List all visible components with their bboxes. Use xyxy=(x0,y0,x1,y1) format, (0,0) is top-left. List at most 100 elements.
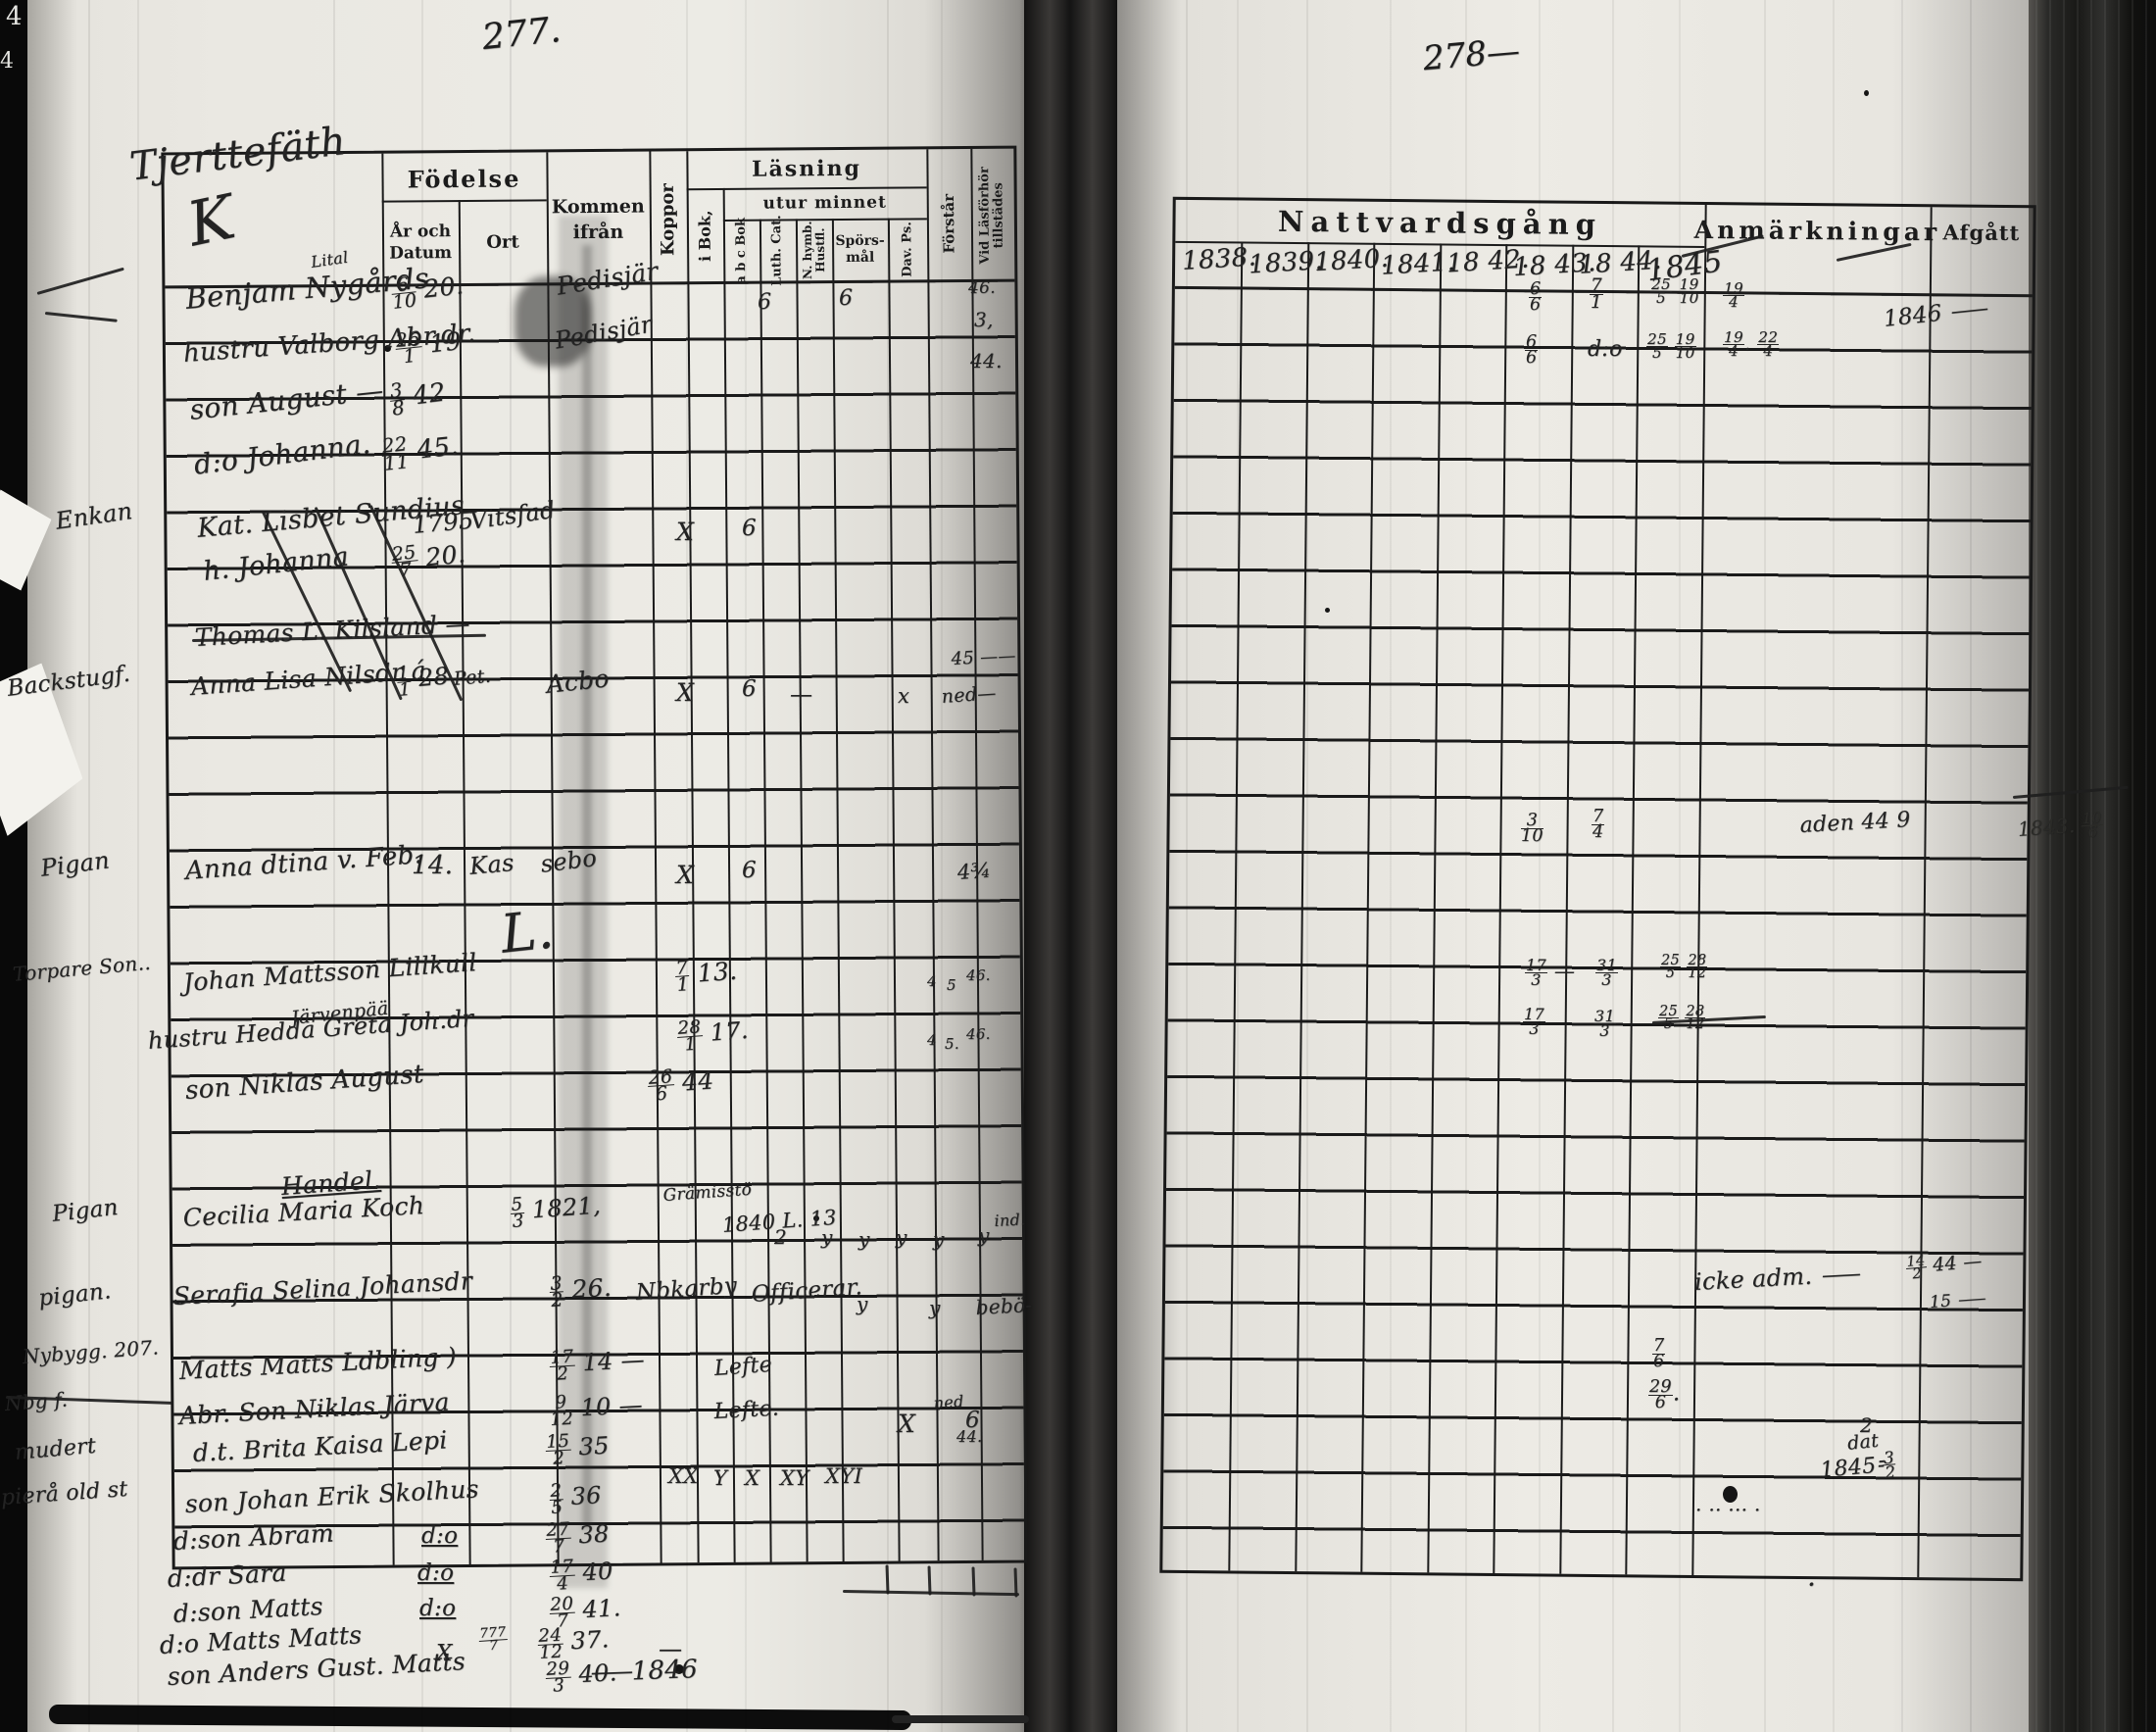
scan-streak-line xyxy=(1237,0,1239,1732)
handwritten-entry-left: 6 xyxy=(742,676,757,702)
handwritten-entry-left: 27 7 38 xyxy=(545,1518,611,1558)
handwritten-entry-left: y xyxy=(821,1225,833,1249)
scan-streak-line xyxy=(1970,0,1972,1732)
handwritten-entry-left: 5 xyxy=(947,976,956,994)
handwritten-entry-left: X xyxy=(676,861,695,889)
scan-streak-line xyxy=(88,0,90,1732)
scan-streak-line xyxy=(745,0,747,1732)
header-anmarkningar-label: Anmärkningar xyxy=(1693,215,1941,246)
right-register-table: Nattvardsgång Anmärkningar Afgått 1838. 1… xyxy=(1159,196,2036,1582)
handwritten-entry-left: d:o xyxy=(419,1596,457,1621)
handwritten-entry-right: · ·· ··· · xyxy=(1695,1498,1761,1521)
handwritten-entry-left: 45 —— xyxy=(951,645,1017,669)
handwritten-entry-right: d:o xyxy=(1588,337,1623,362)
scan-streak-line xyxy=(887,0,889,1732)
scan-streak-line xyxy=(421,0,423,1732)
header-ar-och: År och xyxy=(389,222,452,242)
handwritten-entry-left: 5. xyxy=(945,1035,959,1053)
handwritten-entry-right: 1845⹀ 3 2 xyxy=(1819,1447,1897,1483)
book-gutter-shadow xyxy=(1019,0,1121,1732)
header-sporsmal-2: mål xyxy=(846,249,875,266)
handwritten-entry-left: y xyxy=(896,1225,907,1249)
handwritten-entry-left: 46. xyxy=(966,966,991,984)
handwritten-entry-right: 25 5 19 10 xyxy=(1650,275,1700,308)
scan-speck xyxy=(1864,90,1869,96)
scan-streak-line xyxy=(941,0,943,1732)
handwritten-entry-left: X xyxy=(436,1641,453,1666)
handwritten-entry-left: 777 7 xyxy=(478,1624,508,1654)
handwritten-entry-right: 2 xyxy=(1860,1413,1874,1437)
handwritten-entry-left: 14. xyxy=(412,851,454,880)
handwritten-entry-left: 6 xyxy=(839,286,854,311)
scan-streak-line xyxy=(1679,0,1681,1732)
handwritten-entry-left: x xyxy=(898,684,910,708)
handwritten-entry-left: 46. xyxy=(966,1025,991,1043)
year-label: 1839. xyxy=(1247,245,1324,280)
handwritten-entry-left: Lefte xyxy=(713,1352,773,1381)
handwritten-entry-left: XX xyxy=(668,1464,699,1488)
handwritten-entry-right: 15 ⸺ xyxy=(1929,1289,1986,1312)
handwritten-entry-left: 6 xyxy=(965,1408,980,1433)
handwritten-entry-left: X xyxy=(676,518,695,546)
scan-smear-bar-2 xyxy=(892,1715,1029,1723)
scan-streak-line xyxy=(1186,0,1188,1732)
binding-mark: 4 xyxy=(0,49,14,74)
handwritten-entry-left: 4 xyxy=(927,1031,937,1049)
handwritten-entry-left: Pet. xyxy=(453,665,492,690)
scan-streak-line xyxy=(1539,0,1541,1732)
header-sporsmal: Spörs- mål xyxy=(832,223,888,277)
page-edge-streaks xyxy=(2029,0,2156,1732)
handwritten-entry-right: 29 6. xyxy=(1648,1377,1681,1412)
left-folio-number: 277. xyxy=(480,9,564,59)
header-fodelse: Födelse xyxy=(381,156,546,200)
scan-streak-line xyxy=(686,0,688,1732)
handwritten-entry-right: · xyxy=(1807,1568,1817,1601)
handwritten-entry-left: y xyxy=(929,1296,941,1319)
handwritten-entry-left: d:o xyxy=(421,1523,459,1549)
header-nattvardsgang: Nattvardsgång xyxy=(1175,202,1704,244)
handwritten-entry-left: 9 12 10 — xyxy=(549,1391,644,1430)
header-dav-ps: Dav. Ps. xyxy=(888,220,927,278)
handwritten-entry-right: 1843. 10 6 xyxy=(2017,809,2104,842)
scan-streak-line xyxy=(1465,0,1467,1732)
handwritten-entry-left: 4¾ xyxy=(956,858,992,884)
handwritten-entry-right: 19 4. 22 4 xyxy=(1723,328,1780,361)
handwritten-entry-right: 19 4 xyxy=(1723,279,1744,312)
handwritten-entry-left: X xyxy=(745,1466,760,1490)
header-kommen: Kommen xyxy=(551,195,645,219)
header-lasning: Läsning xyxy=(686,151,926,186)
year-row: 1838. 1839. 1840. 1841. 18 42. 18 43. 18 44. 18… xyxy=(1175,241,1724,291)
handwritten-entry-left: bebö- xyxy=(975,1292,1033,1319)
header-i-bok-label: i Bok, xyxy=(695,210,715,263)
header-koppor-label: Koppor xyxy=(657,183,679,257)
handwritten-entry-left: ned— xyxy=(941,682,998,708)
handwritten-entry-left: ned xyxy=(933,1391,965,1412)
header-dav-ps-label: Dav. Ps. xyxy=(899,222,915,277)
header-luth-cat-label: Luth. Cat. xyxy=(769,215,785,286)
header-ort: Ort xyxy=(459,201,548,282)
handwritten-entry-left: 20 7 41. xyxy=(549,1593,622,1632)
scan-streak-line xyxy=(1901,0,1903,1732)
handwritten-entry-left: Y xyxy=(713,1466,728,1490)
right-page-edge-shadow xyxy=(2029,0,2156,1732)
handwritten-entry-left: y xyxy=(933,1227,945,1251)
left-binding-edge xyxy=(0,0,29,1732)
handwritten-entry-left: X xyxy=(898,1410,916,1438)
handwritten-entry-left: y xyxy=(978,1223,990,1247)
handwritten-entry-right: 25 5 28 12 xyxy=(1660,953,1708,982)
scan-streak-line xyxy=(333,0,335,1732)
handwritten-entry-left: y xyxy=(857,1292,868,1315)
handwritten-entry-left: 46. xyxy=(968,278,996,298)
header-utur-minnet: utur minnet xyxy=(723,188,927,218)
handwritten-entry-left: 26 1 19 xyxy=(394,326,464,369)
header-sporsmal-1: Spörs- xyxy=(835,232,885,249)
handwritten-entry-left: 4 xyxy=(927,972,937,990)
header-vid-lasforhor: Vid Läsförhör tillstädes xyxy=(970,153,1014,278)
handwritten-entry-left: 44. xyxy=(970,349,1003,372)
handwritten-entry-left: 44. xyxy=(956,1427,983,1446)
